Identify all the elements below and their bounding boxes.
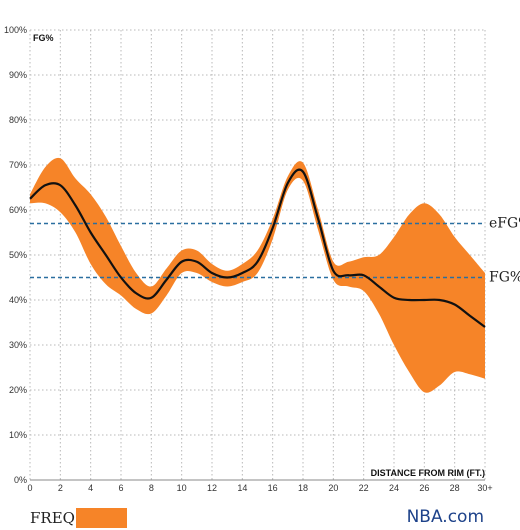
reference-line-label: eFG% — [489, 216, 520, 232]
y-tick-label: 20% — [9, 385, 27, 395]
x-tick-label: 12 — [207, 483, 217, 493]
x-tick-label: 14 — [237, 483, 247, 493]
y-tick-label: 80% — [9, 115, 27, 125]
y-tick-label: 70% — [9, 160, 27, 170]
y-tick-label: 60% — [9, 205, 27, 215]
nba-logo-text: NBA.com — [407, 507, 484, 527]
y-tick-label: 90% — [9, 70, 27, 80]
frequency-band — [30, 157, 485, 393]
fg-line — [29, 168, 486, 328]
x-tick-label: 20 — [328, 483, 338, 493]
reference-lines-layer: eFG% FG% — [30, 216, 520, 286]
x-tick-label: 6 — [118, 483, 123, 493]
x-tick-label: 28 — [450, 483, 460, 493]
x-tick-label: 10 — [177, 483, 187, 493]
y-tick-label: 40% — [9, 295, 27, 305]
x-tick-label: 2 — [58, 483, 63, 493]
frequency-band-layer — [30, 157, 485, 393]
freq-legend-swatch — [76, 508, 127, 528]
freq-legend-label: FREQ: — [30, 509, 80, 527]
y-tick-label: 10% — [9, 430, 27, 440]
reference-line-label: FG% — [489, 270, 520, 286]
x-tick-label: 0 — [27, 483, 32, 493]
x-axis-title: DISTANCE FROM RIM (FT.) — [371, 468, 485, 478]
x-tick-label: 30+ — [477, 483, 492, 493]
y-tick-label: 30% — [9, 340, 27, 350]
y-tick-label: 0% — [14, 475, 27, 485]
x-tick-label: 16 — [268, 483, 278, 493]
x-tick-label: 24 — [389, 483, 399, 493]
fg-line-layer — [29, 168, 486, 328]
x-tick-label: 18 — [298, 483, 308, 493]
y-axis-title: FG% — [33, 33, 54, 43]
x-tick-label: 4 — [88, 483, 93, 493]
x-tick-label: 8 — [149, 483, 154, 493]
y-tick-label: 100% — [4, 25, 27, 35]
x-tick-label: 26 — [419, 483, 429, 493]
y-tick-label: 50% — [9, 250, 27, 260]
tick-labels-layer: 0 2 4 6 8 10 12 14 16 18 20 22 24 26 28 30+0%10%20%30%4… — [4, 25, 493, 493]
x-tick-label: 22 — [359, 483, 369, 493]
